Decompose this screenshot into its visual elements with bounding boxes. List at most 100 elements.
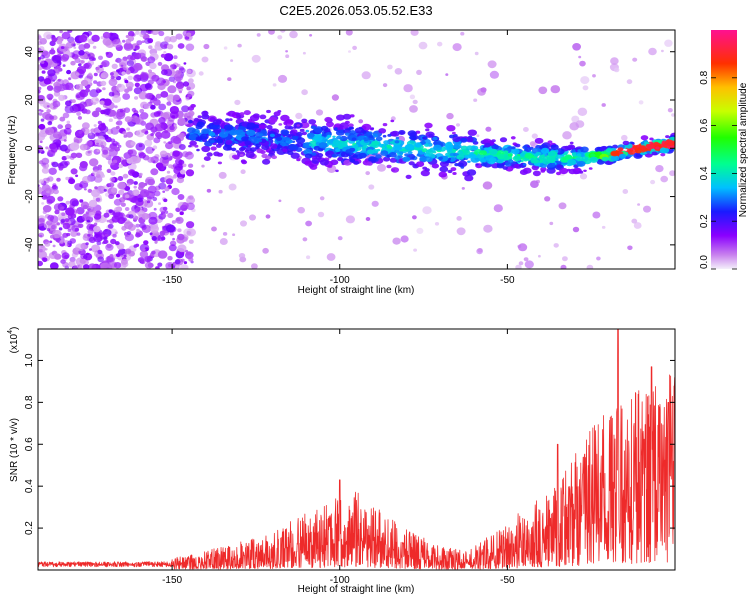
- spectrogram-noise-blob: [177, 244, 187, 253]
- spectrogram-noise-blob: [89, 89, 99, 98]
- spectrogram-noise-blob: [412, 215, 417, 220]
- spectrogram-noise-blob: [409, 105, 418, 113]
- spectrogram-noise-blob: [149, 232, 153, 236]
- spectrogram-signal-blob: [453, 143, 462, 150]
- spectrogram-signal-blob: [475, 163, 479, 166]
- spectrogram-signal-blob: [511, 146, 516, 150]
- spectrogram-signal-blob: [405, 174, 412, 179]
- spectrogram-signal-blob: [212, 123, 221, 130]
- spectrogram-noise-blob: [80, 128, 86, 133]
- spectrogram-noise-blob: [169, 125, 175, 131]
- spectrogram-signal-blob: [261, 153, 268, 159]
- spectrogram-noise-blob: [94, 186, 98, 190]
- spectrogram-noise-blob: [667, 108, 673, 113]
- spectrogram-noise-blob: [518, 243, 528, 252]
- spectrogram-signal-blob: [306, 132, 315, 138]
- spectrogram-signal-blob: [575, 157, 581, 161]
- spectrogram-signal-blob: [467, 160, 471, 163]
- spectrogram-noise-blob: [562, 131, 572, 140]
- spectrogram-noise-blob: [167, 255, 173, 261]
- spectrogram-noise-blob: [47, 214, 55, 221]
- spectrogram-noise-blob: [184, 36, 190, 40]
- spectrogram-noise-blob: [222, 232, 228, 236]
- spectrogram-noise-blob: [40, 60, 45, 64]
- spectrogram-noise-blob: [285, 54, 290, 58]
- spectrogram-signal-blob: [189, 140, 197, 146]
- spectrogram-noise-blob: [167, 212, 174, 219]
- spectrogram-signal-blob: [269, 133, 275, 138]
- spectrogram-noise-blob: [75, 83, 84, 91]
- spectrogram-signal-blob: [465, 136, 474, 143]
- spectrogram-signal-blob: [354, 127, 364, 134]
- spectrogram-noise-blob: [232, 233, 236, 236]
- spectrogram-noise-blob: [91, 110, 100, 118]
- spectrogram-noise-blob: [41, 194, 48, 200]
- spectrogram-xtick-label: -50: [500, 275, 515, 286]
- spectrogram-signal-blob: [452, 131, 456, 135]
- spectrogram-signal-blob: [534, 137, 544, 144]
- spectrogram-noise-blob: [69, 142, 80, 151]
- spectrogram-signal-blob: [186, 115, 191, 119]
- spectrogram-noise-blob: [109, 72, 114, 76]
- spectrogram-noise-blob: [621, 134, 628, 141]
- spectrogram-noise-blob: [134, 82, 140, 88]
- spectrogram-signal-blob: [280, 114, 290, 122]
- spectrogram-noise-blob: [515, 264, 522, 269]
- spectrogram-signal-blob: [273, 111, 281, 117]
- spectrogram-noise-blob: [82, 175, 91, 184]
- spectrogram-signal-blob: [404, 153, 409, 157]
- spectrogram-noise-blob: [41, 157, 50, 165]
- spectrogram-noise-blob: [103, 236, 108, 241]
- chart-title: C2E5.2026.053.05.52.E33: [279, 3, 432, 18]
- spectrogram-noise-blob: [124, 221, 134, 230]
- spectrogram-noise-blob: [165, 224, 176, 233]
- spectrogram-signal-blob: [386, 144, 392, 148]
- spectrogram-noise-blob: [277, 74, 288, 83]
- spectrogram-noise-blob: [518, 261, 524, 266]
- spectrogram-noise-blob: [179, 251, 185, 256]
- spectrogram-noise-blob: [186, 32, 192, 37]
- spectrogram-signal-blob: [651, 151, 657, 156]
- spectrogram-noise-blob: [52, 131, 62, 139]
- spectrogram-signal-blob: [508, 159, 514, 164]
- spectrogram-noise-blob: [562, 256, 568, 262]
- snr-scale-label: (x104): [7, 327, 20, 354]
- spectrogram-noise-blob: [97, 249, 103, 255]
- spectrogram-signal-blob: [524, 152, 534, 159]
- spectrogram-noise-blob: [180, 169, 186, 175]
- spectrogram-noise-blob: [482, 181, 493, 190]
- spectrogram-noise-blob: [141, 40, 145, 43]
- spectrogram-noise-blob: [80, 60, 85, 64]
- spectrogram-noise-blob: [38, 76, 45, 82]
- spectrogram-signal-blob: [259, 114, 267, 120]
- spectrogram-noise-blob: [633, 222, 642, 229]
- spectrogram-noise-blob: [613, 67, 620, 73]
- spectrogram-noise-blob: [79, 101, 87, 108]
- spectrogram-noise-blob: [265, 214, 271, 219]
- spectrogram-noise-blob: [474, 51, 479, 56]
- spectrogram-noise-blob: [105, 136, 112, 143]
- spectrogram-noise-blob: [66, 69, 72, 75]
- spectrogram-noise-blob: [39, 234, 43, 238]
- spectrogram-noise-blob: [115, 59, 119, 62]
- spectrogram-signal-blob: [209, 132, 216, 137]
- spectrogram-signal-blob: [284, 137, 291, 141]
- spectrogram-noise-blob: [85, 242, 89, 246]
- spectrogram-noise-blob: [627, 245, 633, 251]
- spectrogram-signal-blob: [576, 153, 582, 157]
- spectrogram-noise-blob: [140, 112, 149, 120]
- spectrogram-noise-blob: [59, 240, 64, 244]
- spectrogram-noise-blob: [75, 257, 86, 266]
- spectrogram-noise-blob: [352, 45, 357, 51]
- spectrogram-noise-blob: [326, 253, 336, 261]
- spectrogram-noise-blob: [493, 204, 503, 213]
- spectrogram-noise-blob: [183, 62, 187, 65]
- spectrogram-signal-blob: [387, 133, 392, 137]
- spectrogram-noise-blob: [159, 230, 166, 236]
- spectrogram-noise-blob: [103, 212, 110, 218]
- colorbar-tick-label: 0.6: [699, 118, 710, 132]
- spectrogram-noise-blob: [123, 107, 131, 113]
- spectrogram-noise-blob: [44, 241, 51, 247]
- spectrogram-signal-blob: [304, 160, 312, 166]
- spectrogram-noise-blob: [153, 207, 157, 211]
